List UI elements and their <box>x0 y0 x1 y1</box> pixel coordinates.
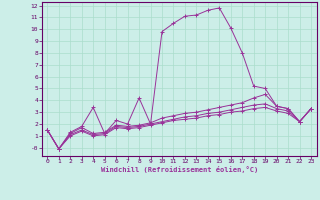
X-axis label: Windchill (Refroidissement éolien,°C): Windchill (Refroidissement éolien,°C) <box>100 166 258 173</box>
